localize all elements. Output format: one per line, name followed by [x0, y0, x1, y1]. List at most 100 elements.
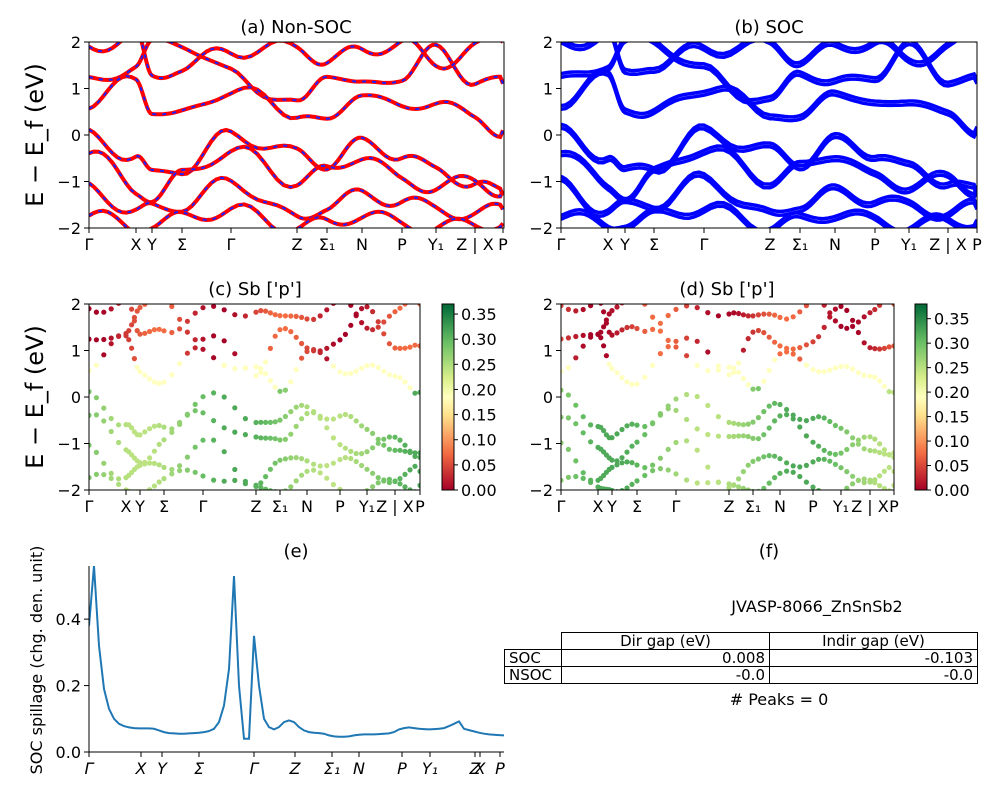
- band-point: [797, 416, 803, 422]
- panel-a-ytick-label: −2: [57, 219, 81, 238]
- band-point: [211, 437, 217, 443]
- band-point: [838, 450, 844, 456]
- band-point: [407, 344, 413, 350]
- band-point: [650, 362, 656, 368]
- panel-d-xtick-label: Z | X: [851, 497, 889, 516]
- panel-b-frame: [560, 41, 978, 229]
- band-point: [766, 453, 772, 459]
- band-point: [861, 480, 867, 486]
- band-point: [101, 460, 107, 466]
- panel-b-ytick-label: −2: [529, 219, 553, 238]
- band-point: [242, 416, 248, 422]
- band-point: [891, 454, 894, 460]
- band-point: [407, 448, 413, 454]
- band-point: [169, 304, 175, 310]
- panel-e-xtick-label: Σ₁: [324, 759, 341, 778]
- panel-b-ytick-label: 2: [543, 33, 553, 52]
- band-point: [736, 421, 742, 427]
- band-line: [561, 72, 977, 140]
- band-point: [381, 368, 387, 374]
- band-point: [161, 379, 167, 385]
- band-point: [624, 379, 630, 385]
- band-point: [108, 335, 114, 341]
- band-point: [850, 366, 856, 372]
- band-point: [288, 409, 294, 415]
- band-point: [740, 312, 747, 318]
- band-point: [761, 454, 767, 460]
- band-point: [821, 415, 827, 421]
- band-point: [772, 400, 778, 406]
- band-point: [258, 369, 264, 375]
- panel-d-title: (d) Sb ['p']: [679, 279, 774, 300]
- band-point: [694, 362, 700, 368]
- band-point: [726, 364, 732, 370]
- band-point: [750, 386, 756, 392]
- band-point: [116, 333, 122, 339]
- panel-e-xtick-label: N: [353, 759, 365, 778]
- panel-c-colorbar-tick-label: 0.30: [461, 330, 497, 349]
- panel-c-xtick-label: Σ₁: [272, 497, 289, 516]
- band-point: [797, 473, 803, 480]
- band-point: [364, 363, 370, 369]
- band-point: [601, 428, 607, 434]
- band-point: [861, 314, 867, 320]
- band-point: [177, 326, 183, 332]
- band-point: [288, 313, 294, 319]
- band-point: [745, 433, 751, 440]
- band-point: [673, 306, 679, 312]
- band-point: [650, 314, 656, 320]
- band-point: [324, 463, 330, 469]
- band-point: [580, 414, 586, 420]
- band-point: [790, 469, 796, 475]
- band-point: [304, 468, 310, 474]
- band-point: [850, 481, 856, 487]
- panel-a-xtick-label: Σ: [177, 235, 187, 254]
- band-point: [694, 480, 700, 486]
- band-point: [253, 419, 259, 426]
- band-point: [745, 487, 751, 490]
- band-point: [601, 343, 607, 349]
- band-point: [288, 431, 294, 437]
- band-point: [277, 457, 283, 463]
- band-point: [342, 331, 348, 337]
- panel-e-xtick-label: P: [495, 759, 505, 778]
- band-point: [634, 478, 640, 484]
- band-point: [267, 488, 273, 490]
- band-point: [288, 329, 294, 335]
- band-point: [726, 481, 732, 487]
- band-point: [761, 432, 767, 438]
- band-point: [126, 337, 132, 343]
- band-point: [731, 365, 737, 371]
- band-point: [761, 311, 767, 317]
- band-point: [881, 451, 888, 457]
- gap-table-row: SOC 0.008 -0.103: [504, 649, 978, 667]
- band-point: [755, 456, 762, 462]
- band-point: [750, 419, 756, 425]
- band-point: [573, 333, 579, 340]
- band-point: [855, 319, 862, 325]
- panel-a-xtick-label: Z | X: [456, 235, 494, 254]
- band-point: [619, 327, 625, 333]
- band-point: [330, 481, 336, 488]
- band-point: [156, 326, 162, 332]
- band-point: [232, 429, 238, 435]
- band-point: [844, 446, 850, 453]
- band-point: [736, 476, 742, 482]
- panel-c-colorbar-tick-label: 0.05: [461, 456, 497, 475]
- panel-b-xtick-label: Σ₁: [792, 235, 809, 254]
- band-point: [736, 433, 742, 439]
- band-point: [200, 410, 206, 416]
- panel-d-colorbar-ticks: 0.35 0.30 0.25 0.20 0.15 0.10 0.05 0.00: [927, 310, 970, 500]
- band-point: [147, 376, 153, 382]
- panel-d-xtick-label: Z: [724, 497, 735, 516]
- panel-a-xtick-label: Z: [292, 235, 303, 254]
- band-point: [283, 488, 288, 490]
- band-point: [598, 304, 604, 306]
- band-point: [609, 457, 615, 463]
- band-point: [370, 484, 376, 490]
- band-point: [151, 327, 157, 333]
- band-point: [772, 339, 778, 345]
- band-point: [657, 466, 664, 472]
- band-point: [282, 413, 288, 420]
